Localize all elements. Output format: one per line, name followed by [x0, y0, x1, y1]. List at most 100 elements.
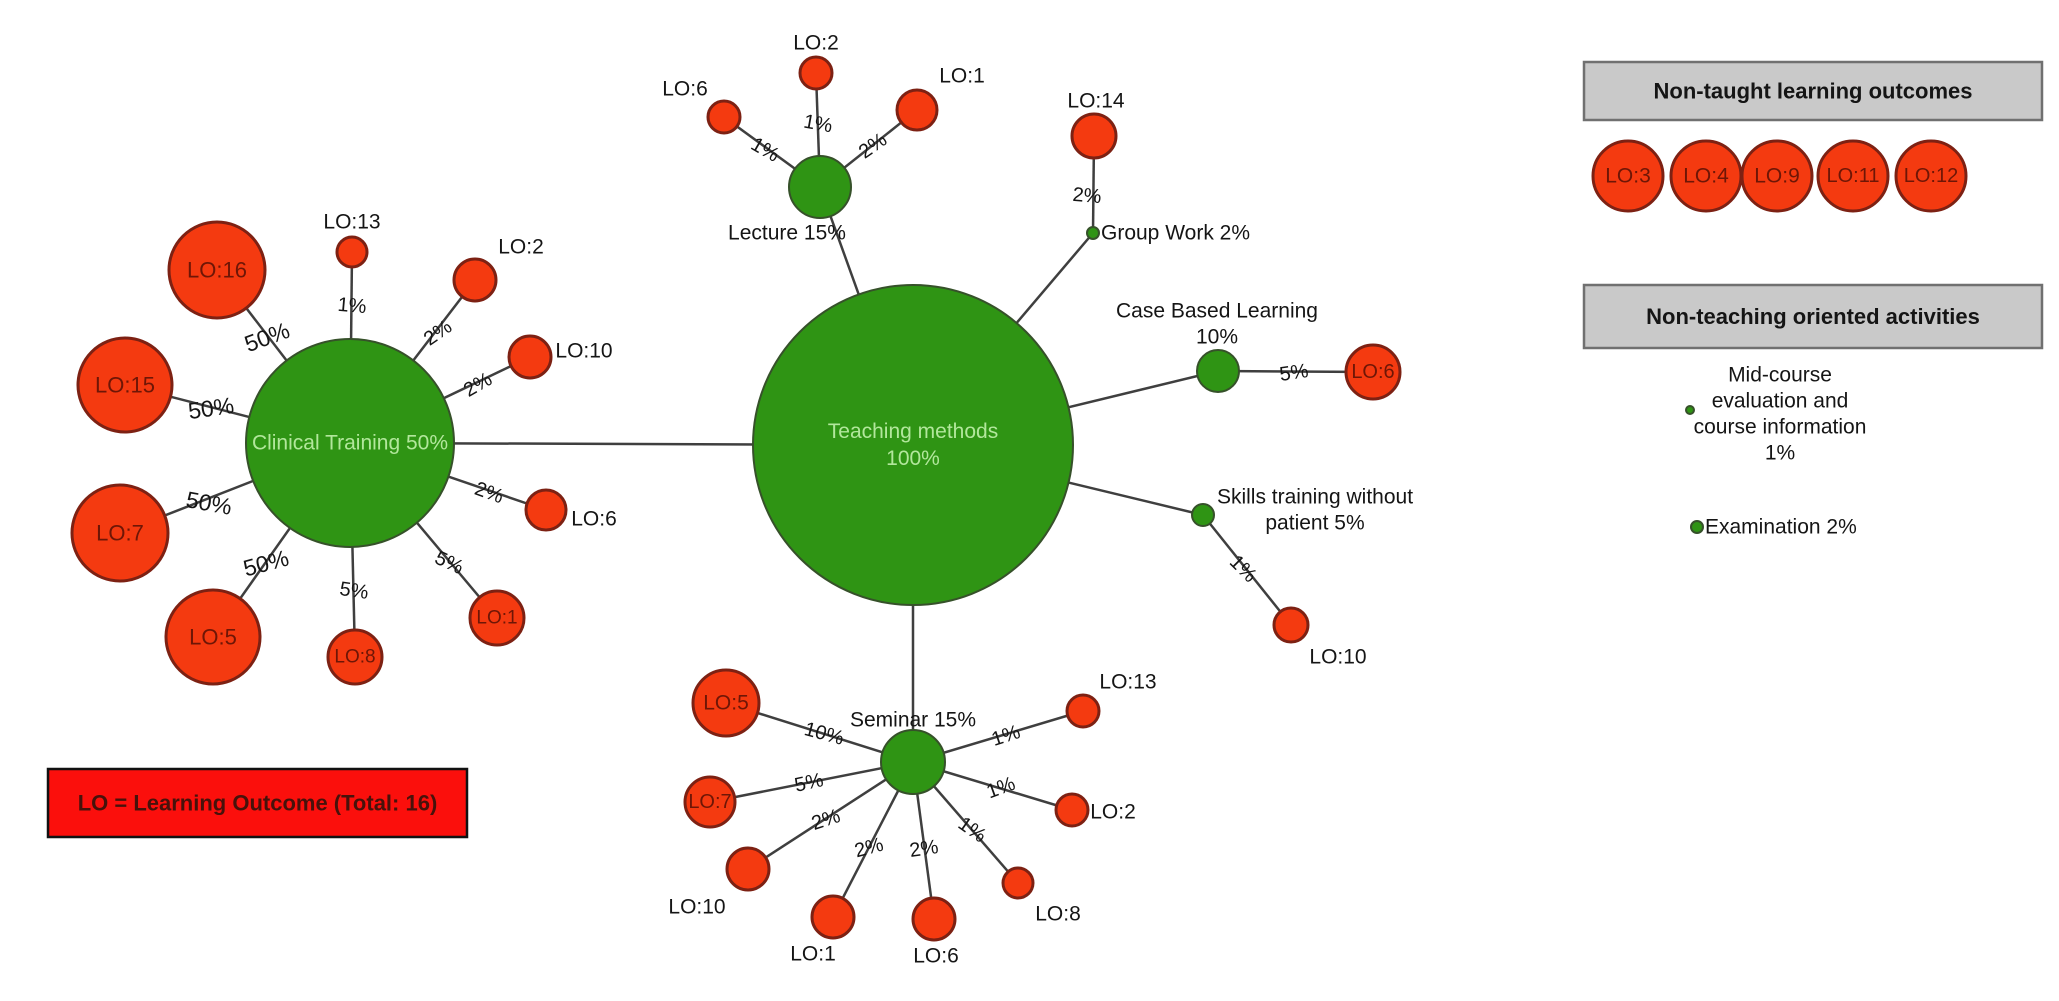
node-clinical-lo13 — [335, 235, 369, 269]
edge-label-clinical-training-to-clinical-lo5: 50% — [240, 544, 291, 581]
node-label-case-based-learning-line-1: Case Based Learning — [1116, 300, 1318, 323]
node-seminar-lo13 — [1065, 693, 1101, 729]
node-seminar-lo1 — [810, 894, 856, 940]
node-groupwork-lo14 — [1070, 112, 1118, 160]
edge-label-group-work-to-groupwork-lo14: 2% — [1072, 184, 1103, 208]
node-group-work — [1086, 226, 1100, 240]
midcourse-note-line-4: 1% — [1765, 442, 1795, 465]
midcourse-note-line-3: course information — [1694, 416, 1867, 439]
edge-label-seminar-to-seminar-lo6: 2% — [908, 836, 940, 862]
edge-seminar-to-seminar-lo7 — [709, 760, 914, 804]
edge-label-clinical-training-to-clinical-lo15: 50% — [186, 392, 235, 424]
node-clinical-training — [245, 338, 455, 548]
node-label-teaching-methods-line-2: 100% — [886, 447, 940, 470]
node-skills-lo10 — [1272, 606, 1310, 644]
edge-label-lecture-to-lecture-lo2: 1% — [802, 111, 835, 138]
node-label-clinical-lo6: LO:6 — [571, 508, 617, 531]
node-label-nontaught-lo12: LO:12 — [1904, 165, 1958, 187]
edge-label-seminar-to-seminar-lo5: 10% — [802, 718, 847, 750]
node-clinical-lo15 — [76, 336, 174, 434]
node-clinical-lo2 — [452, 257, 498, 303]
edge-label-clinical-training-to-clinical-lo13: 1% — [337, 294, 368, 318]
node-clinical-lo10 — [507, 334, 553, 380]
node-label-teaching-methods-line-1: Teaching methods — [828, 420, 998, 443]
node-seminar-lo8 — [1001, 866, 1035, 900]
node-label-skills-training-line-1: Skills training without — [1217, 486, 1413, 509]
node-seminar — [880, 729, 946, 795]
node-lecture-lo2 — [798, 55, 834, 91]
midcourse-note-line-1: Mid-course — [1728, 364, 1832, 387]
node-label-case-based-learning-line-2: 10% — [1196, 326, 1238, 349]
node-label-lecture-lo6: LO:6 — [662, 78, 708, 101]
node-label-seminar-lo5: LO:5 — [703, 692, 749, 715]
nodes-layer — [70, 55, 1968, 942]
edge-label-clinical-training-to-clinical-lo16: 50% — [241, 317, 293, 357]
node-label-lecture-lo1: LO:1 — [939, 65, 985, 88]
node-label-clinical-lo10: LO:10 — [555, 340, 612, 363]
node-nontaught-lo9 — [1740, 139, 1814, 213]
node-label-lecture: Lecture 15% — [728, 222, 846, 245]
node-label-skills-training-line-2: patient 5% — [1265, 512, 1364, 535]
node-label-clinical-lo7: LO:7 — [96, 521, 144, 546]
node-lecture-lo6 — [706, 99, 742, 135]
edge-label-seminar-to-seminar-lo1: 2% — [852, 834, 886, 863]
node-examination-dot — [1690, 520, 1704, 534]
lo-legend-label: LO = Learning Outcome (Total: 16) — [78, 791, 438, 816]
nontaught-header-box — [1582, 60, 2044, 122]
node-label-lecture-lo2: LO:2 — [793, 32, 839, 55]
node-seminar-lo5 — [691, 668, 761, 738]
node-label-clinical-lo16: LO:16 — [187, 258, 247, 283]
node-seminar-lo10 — [725, 846, 771, 892]
node-clinical-lo6 — [524, 488, 568, 532]
edge-label-seminar-to-seminar-lo8: 1% — [954, 813, 990, 848]
node-label-clinical-lo8: LO:8 — [334, 647, 375, 668]
node-label-nontaught-lo3: LO:3 — [1605, 165, 1651, 188]
node-labels-layer: Teaching methods 100% Clinical Training 50… — [95, 32, 1958, 968]
midcourse-note-line-2: evaluation and — [1712, 390, 1849, 413]
node-label-clinical-lo5: LO:5 — [189, 625, 237, 650]
node-label-nontaught-lo4: LO:4 — [1683, 165, 1729, 188]
node-label-clinical-lo1: LO:1 — [476, 608, 517, 629]
node-clinical-lo8 — [326, 628, 384, 686]
nonteaching-header-box — [1582, 283, 2044, 350]
node-label-clinical-lo2: LO:2 — [498, 236, 544, 259]
node-lecture-lo1 — [895, 88, 939, 132]
node-clinical-lo5 — [164, 588, 262, 686]
node-label-skills-lo10: LO:10 — [1309, 646, 1366, 669]
node-label-clinical-lo15: LO:15 — [95, 373, 155, 398]
node-label-cbl-lo6: LO:6 — [1351, 361, 1394, 383]
legend-layer: Non-taught learning outcomes Non-teaching… — [46, 60, 2044, 839]
node-label-nontaught-lo11: LO:11 — [1827, 165, 1880, 187]
node-nontaught-lo11 — [1816, 139, 1890, 213]
nontaught-header-label: Non-taught learning outcomes — [1654, 79, 1973, 104]
node-teaching-methods — [752, 284, 1074, 606]
node-label-groupwork-lo14: LO:14 — [1067, 90, 1125, 113]
node-clinical-lo1 — [468, 589, 526, 647]
node-label-group-work: Group Work 2% — [1101, 222, 1250, 245]
node-seminar-lo7 — [683, 775, 737, 829]
node-label-seminar-lo1: LO:1 — [790, 943, 836, 966]
edge-label-seminar-to-seminar-lo2: 1% — [984, 773, 1019, 804]
node-label-seminar-lo2: LO:2 — [1090, 801, 1136, 824]
node-label-clinical-training: Clinical Training 50% — [252, 432, 448, 455]
edge-label-clinical-training-to-clinical-lo8: 5% — [338, 578, 370, 604]
edge-label-seminar-to-seminar-lo7: 5% — [793, 769, 826, 797]
node-label-seminar-lo8: LO:8 — [1035, 903, 1081, 926]
nonteaching-header-label: Non-teaching oriented activities — [1646, 304, 1980, 329]
node-midcourse-dot — [1685, 405, 1695, 415]
node-case-based-learning — [1196, 349, 1240, 393]
node-label-nontaught-lo9: LO:9 — [1754, 165, 1800, 188]
node-clinical-lo16 — [167, 220, 267, 320]
node-label-seminar-lo7: LO:7 — [688, 791, 731, 813]
node-label-seminar: Seminar 15% — [850, 709, 976, 732]
node-seminar-lo2 — [1054, 792, 1090, 828]
node-cbl-lo6 — [1344, 343, 1402, 401]
node-clinical-lo7 — [70, 483, 170, 583]
edge-label-clinical-training-to-clinical-lo6: 2% — [472, 478, 507, 509]
node-nontaught-lo12 — [1894, 139, 1968, 213]
node-nontaught-lo3 — [1591, 139, 1665, 213]
node-label-seminar-lo6: LO:6 — [913, 945, 959, 968]
edge-skills-training-to-skills-lo10 — [1202, 514, 1292, 626]
